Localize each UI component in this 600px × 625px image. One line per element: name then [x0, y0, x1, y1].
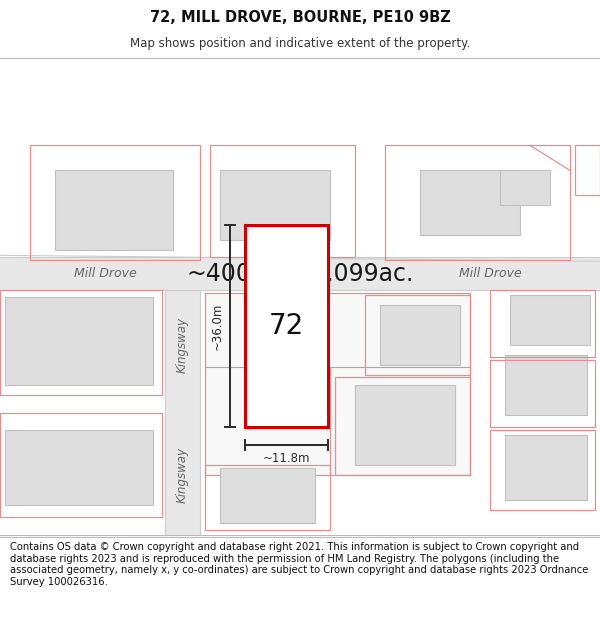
Bar: [355, 385, 455, 465]
Bar: [505, 435, 587, 500]
Text: ~400m²/~0.099ac.: ~400m²/~0.099ac.: [187, 262, 413, 286]
Text: Kingsway: Kingsway: [176, 318, 189, 373]
Bar: [510, 295, 590, 345]
Text: Map shows position and indicative extent of the property.: Map shows position and indicative extent…: [130, 37, 470, 49]
Text: Contains OS data © Crown copyright and database right 2021. This information is : Contains OS data © Crown copyright and d…: [10, 542, 588, 587]
Bar: [505, 355, 587, 415]
Text: ~36.0m: ~36.0m: [211, 302, 224, 350]
Bar: [380, 305, 460, 365]
Text: Mill Drove: Mill Drove: [74, 268, 136, 280]
Bar: [5, 430, 153, 505]
Text: ~11.8m: ~11.8m: [263, 452, 310, 465]
Bar: [165, 290, 200, 535]
Text: Mill Drove: Mill Drove: [458, 268, 521, 280]
Bar: [420, 171, 520, 236]
Bar: [5, 298, 153, 385]
Bar: [500, 171, 550, 206]
Bar: [220, 171, 330, 240]
Text: 72: 72: [269, 312, 304, 340]
Bar: [55, 171, 173, 250]
Text: 72, MILL DROVE, BOURNE, PE10 9BZ: 72, MILL DROVE, BOURNE, PE10 9BZ: [149, 10, 451, 25]
Text: Kingsway: Kingsway: [176, 447, 189, 503]
Polygon shape: [205, 293, 470, 475]
Bar: [0, 258, 600, 290]
Bar: [220, 468, 315, 523]
Bar: [245, 226, 328, 427]
